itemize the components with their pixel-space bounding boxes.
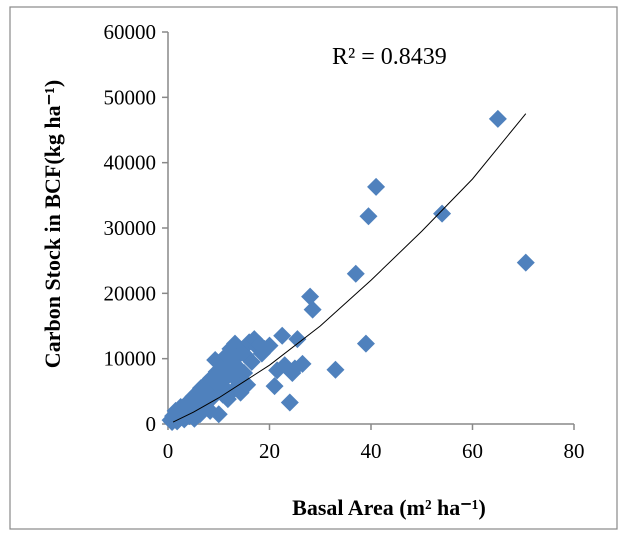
data-point	[260, 336, 279, 355]
data-point	[265, 377, 284, 396]
data-point	[242, 352, 261, 371]
data-point	[238, 375, 257, 394]
y-tick-label: 60000	[104, 20, 157, 44]
chart-border	[9, 6, 618, 530]
data-point	[346, 264, 365, 283]
data-point	[359, 207, 378, 226]
y-axis-title: Carbon Stock in BCF(kg ha⁻¹)	[40, 80, 65, 368]
x-ticks: 0 20 40 60 80	[163, 424, 585, 463]
trendline	[172, 113, 527, 423]
data-point	[326, 360, 345, 379]
data-point	[367, 177, 386, 196]
data-point	[516, 253, 535, 272]
y-tick-label: 40000	[104, 151, 157, 175]
data-point	[273, 326, 292, 345]
data-point	[288, 330, 307, 349]
plot-area: 0 10000 20000 30000 40000 50000 60000 0 20 40 60 8…	[104, 20, 585, 463]
y-tick-label: 30000	[104, 216, 157, 240]
data-point	[303, 300, 322, 319]
x-tick-label: 80	[564, 439, 585, 463]
y-ticks: 0 10000 20000 30000 40000 50000 60000	[104, 20, 168, 436]
y-tick-label: 20000	[104, 281, 157, 305]
x-tick-label: 40	[361, 439, 382, 463]
x-tick-label: 20	[259, 439, 280, 463]
r-squared-annotation: R² = 0.8439	[332, 44, 447, 70]
data-point	[293, 354, 312, 373]
data-point	[356, 334, 375, 353]
y-tick-label: 50000	[104, 85, 157, 109]
data-point	[488, 109, 507, 128]
y-tick-label: 0	[146, 412, 157, 436]
x-tick-label: 60	[462, 439, 483, 463]
data-point	[301, 287, 320, 306]
data-point	[209, 405, 228, 424]
x-axis-title: Basal Area (m² ha⁻¹)	[292, 495, 486, 520]
data-point	[433, 204, 452, 223]
y-tick-label: 10000	[104, 347, 157, 371]
data-point	[280, 393, 299, 412]
x-tick-label: 0	[163, 439, 174, 463]
